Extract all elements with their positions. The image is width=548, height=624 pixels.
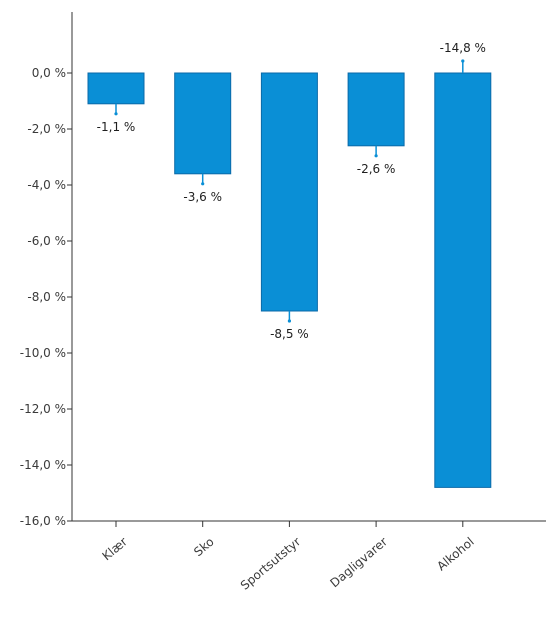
category-label: Alkohol: [434, 535, 476, 574]
bar: [434, 72, 492, 488]
data-label: -1,1 %: [97, 120, 136, 134]
bar: [87, 72, 145, 105]
bar: [174, 72, 232, 175]
error-bar-cap: [114, 112, 118, 116]
data-label: -2,6 %: [357, 162, 396, 176]
y-tick-label: 0,0 %: [32, 66, 66, 80]
y-tick-label: -8,0 %: [27, 290, 66, 304]
y-tick-label: -4,0 %: [27, 178, 66, 192]
category-label: Sportsutstyr: [238, 535, 304, 593]
y-tick-label: -12,0 %: [20, 402, 66, 416]
y-tick-label: -6,0 %: [27, 234, 66, 248]
category-label: Klær: [100, 535, 130, 564]
error-bar-cap: [374, 154, 378, 158]
bar: [260, 72, 318, 312]
y-tick-label: -14,0 %: [20, 458, 66, 472]
data-label: -3,6 %: [183, 190, 222, 204]
data-label: -8,5 %: [270, 327, 309, 341]
category-label: Dagligvarer: [327, 535, 390, 591]
error-bar-cap: [201, 182, 205, 186]
data-label: -14,8 %: [440, 41, 486, 55]
error-bar-cap: [287, 319, 291, 323]
y-tick-label: -16,0 %: [20, 514, 66, 528]
y-tick-label: -2,0 %: [27, 122, 66, 136]
bars: [87, 59, 492, 488]
error-bar-cap: [461, 59, 465, 63]
axes: 0,0 % -2,0 % -4,0 % -6,0 % -8,0 % -10,0 % -12,…: [20, 12, 546, 528]
y-tick-label: -10,0 %: [20, 346, 66, 360]
category-label: Sko: [191, 535, 216, 560]
bar: [347, 72, 405, 147]
